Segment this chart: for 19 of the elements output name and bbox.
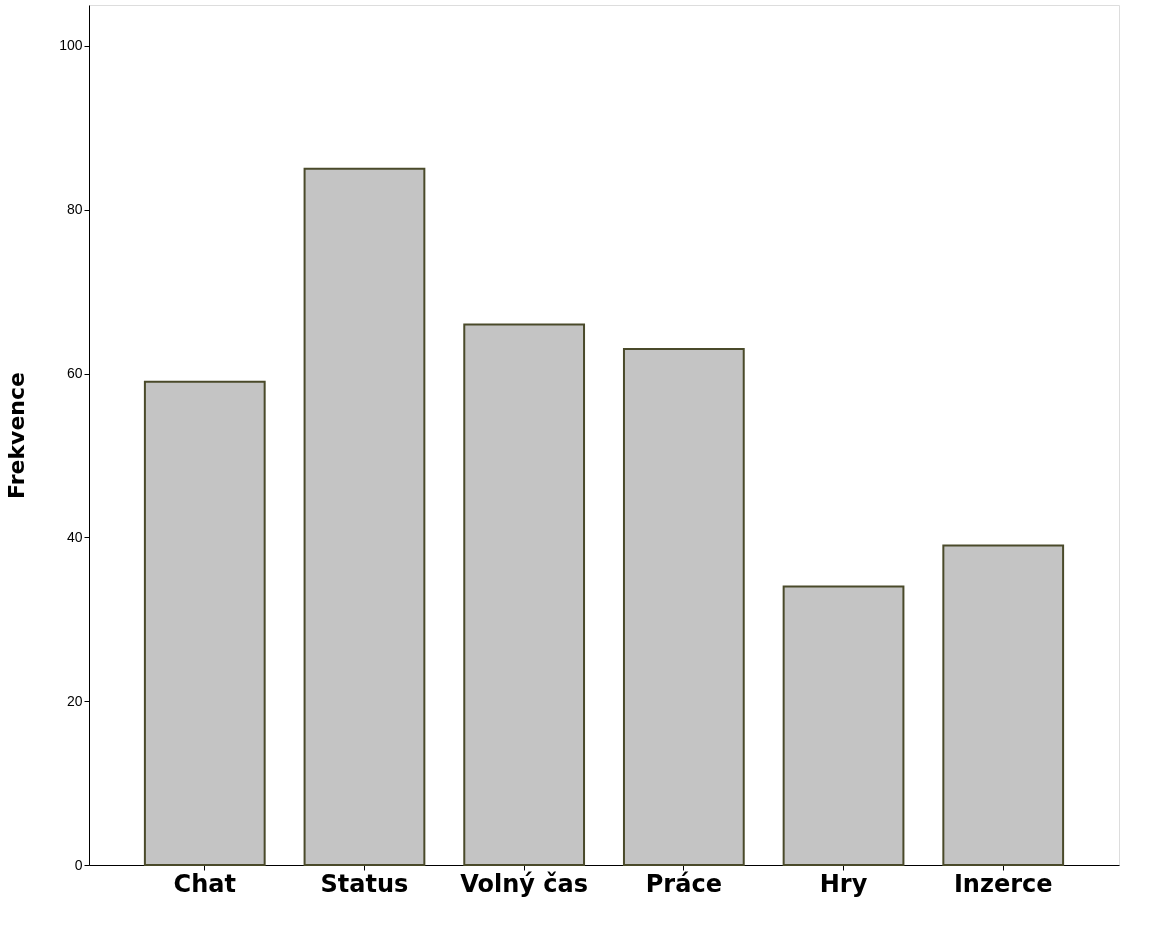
bar	[143, 380, 266, 866]
bar	[303, 167, 426, 866]
y-tick-label: 60	[66, 365, 83, 382]
y-tick-label: 0	[74, 856, 83, 873]
x-tick-label: Chat	[173, 869, 236, 898]
bar	[622, 348, 745, 866]
bar	[463, 323, 586, 866]
bar	[942, 544, 1065, 866]
x-tick-label: Inzerce	[953, 869, 1053, 898]
bar	[782, 585, 905, 866]
y-axis-title: Frekvence	[4, 372, 30, 499]
x-tick-label: Status	[320, 869, 409, 898]
x-tick-label: Hry	[819, 869, 868, 898]
y-tick-label: 40	[66, 528, 83, 545]
x-tick-label: Volný čas	[460, 869, 589, 898]
x-tick-label: Práce	[645, 869, 722, 898]
y-tick-label: 100	[59, 37, 83, 54]
y-tick-label: 80	[66, 201, 83, 218]
y-tick-label: 20	[66, 692, 83, 709]
